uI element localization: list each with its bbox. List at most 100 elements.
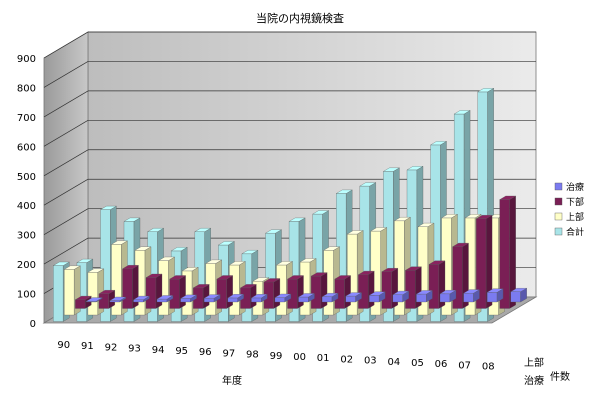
bar-top: [87, 268, 105, 273]
bar-下部-04: [404, 266, 422, 309]
bar-top: [357, 270, 375, 275]
bar-下部-03: [381, 267, 399, 309]
bar-top: [98, 290, 116, 294]
bar-top: [169, 275, 187, 280]
depth-label: 治療: [524, 374, 544, 387]
bar-front: [87, 272, 98, 316]
bar-top: [345, 292, 363, 297]
x-tick-label: 03: [364, 356, 377, 367]
bar-top: [392, 290, 410, 295]
gridline: [43, 237, 89, 265]
y-tick-label: 0: [30, 319, 36, 330]
y-tick-label: 400: [17, 201, 36, 212]
bar-top: [132, 295, 150, 300]
bar-top: [180, 294, 198, 299]
bar-top: [415, 290, 433, 295]
x-tick-label: 95: [175, 346, 188, 357]
bar-治療-06: [463, 289, 481, 303]
bar-top: [334, 275, 352, 280]
bar-下部-96: [216, 275, 234, 309]
bar-front: [75, 299, 86, 309]
bar-top: [430, 141, 448, 146]
x-tick-label: 96: [199, 347, 212, 358]
legend-label: 上部: [566, 211, 584, 223]
x-axis: 90 91 92 93 94 95 96 97 98 99 00 01 02 03 04 05 06 07 08: [57, 340, 494, 373]
bar-top: [158, 256, 176, 261]
bar-top: [286, 275, 305, 280]
bar-下部-02: [357, 270, 375, 309]
bar-top: [205, 259, 223, 264]
bar-top: [227, 294, 245, 299]
bar-下部-08: [499, 195, 517, 309]
bar-top: [297, 293, 316, 298]
bar-front: [180, 298, 191, 303]
bar-top: [99, 205, 117, 210]
bars: [52, 88, 528, 322]
bar-下部-07: [475, 214, 493, 309]
y-tick-label: 600: [17, 142, 36, 153]
bar-front: [463, 293, 474, 303]
bar-front: [64, 269, 75, 316]
bar-front: [310, 275, 322, 309]
bar-top: [335, 189, 353, 194]
bar-front: [251, 297, 262, 303]
bar-front: [122, 268, 133, 309]
bar-top: [145, 273, 163, 278]
bar-top: [370, 227, 388, 232]
bar-top: [250, 294, 268, 299]
bar-治療-94: [180, 294, 198, 303]
bar-top: [381, 268, 399, 272]
bar-top: [288, 217, 306, 222]
bar-side: [344, 275, 351, 309]
bar-下部-94: [169, 275, 187, 309]
chart-title: 当院の内視鏡検査: [256, 11, 344, 25]
bar-治療-05: [439, 289, 457, 303]
gridline: [43, 31, 89, 59]
bar-top: [453, 110, 471, 115]
bar-front: [156, 298, 168, 303]
gridline: [43, 149, 89, 177]
bar-front: [298, 296, 309, 303]
x-tick-label: 02: [340, 354, 353, 365]
x-tick-label: 90: [57, 340, 70, 351]
bar-top: [203, 294, 221, 299]
bar-下部-93: [145, 273, 163, 309]
bar-side: [368, 270, 375, 309]
bar-治療-93: [156, 295, 174, 303]
bar-top: [510, 288, 528, 292]
bar-front: [204, 298, 215, 303]
bar-front: [345, 295, 356, 303]
bar-下部-00: [310, 272, 328, 309]
bar-front: [53, 265, 64, 322]
bar-top: [239, 284, 257, 289]
legend-label: 合計: [566, 226, 584, 238]
x-tick-label: 07: [458, 360, 471, 371]
gridline: [43, 61, 89, 88]
bar-top: [299, 258, 317, 263]
bar-top: [109, 296, 127, 301]
bar-front: [369, 295, 380, 303]
bar-top: [346, 230, 364, 235]
bar-top: [170, 247, 188, 252]
y-tick-label: 200: [17, 260, 36, 271]
bar-治療-99: [297, 293, 316, 303]
bar-top: [76, 258, 94, 263]
bar-top: [428, 260, 446, 265]
y-axis-label: 件数: [550, 370, 570, 383]
bar-top: [264, 229, 283, 234]
bar-top: [110, 240, 128, 245]
bar-top: [393, 217, 411, 221]
x-tick-label: 00: [293, 352, 306, 363]
bar-side: [297, 275, 304, 309]
bar-top: [74, 295, 92, 300]
x-tick-label: 94: [152, 345, 165, 356]
bar-side: [226, 275, 233, 309]
bar-front: [216, 278, 227, 309]
bar-top: [85, 297, 103, 302]
bar-治療-07: [486, 288, 504, 303]
bar-top: [156, 295, 174, 300]
bar-front: [487, 292, 498, 303]
